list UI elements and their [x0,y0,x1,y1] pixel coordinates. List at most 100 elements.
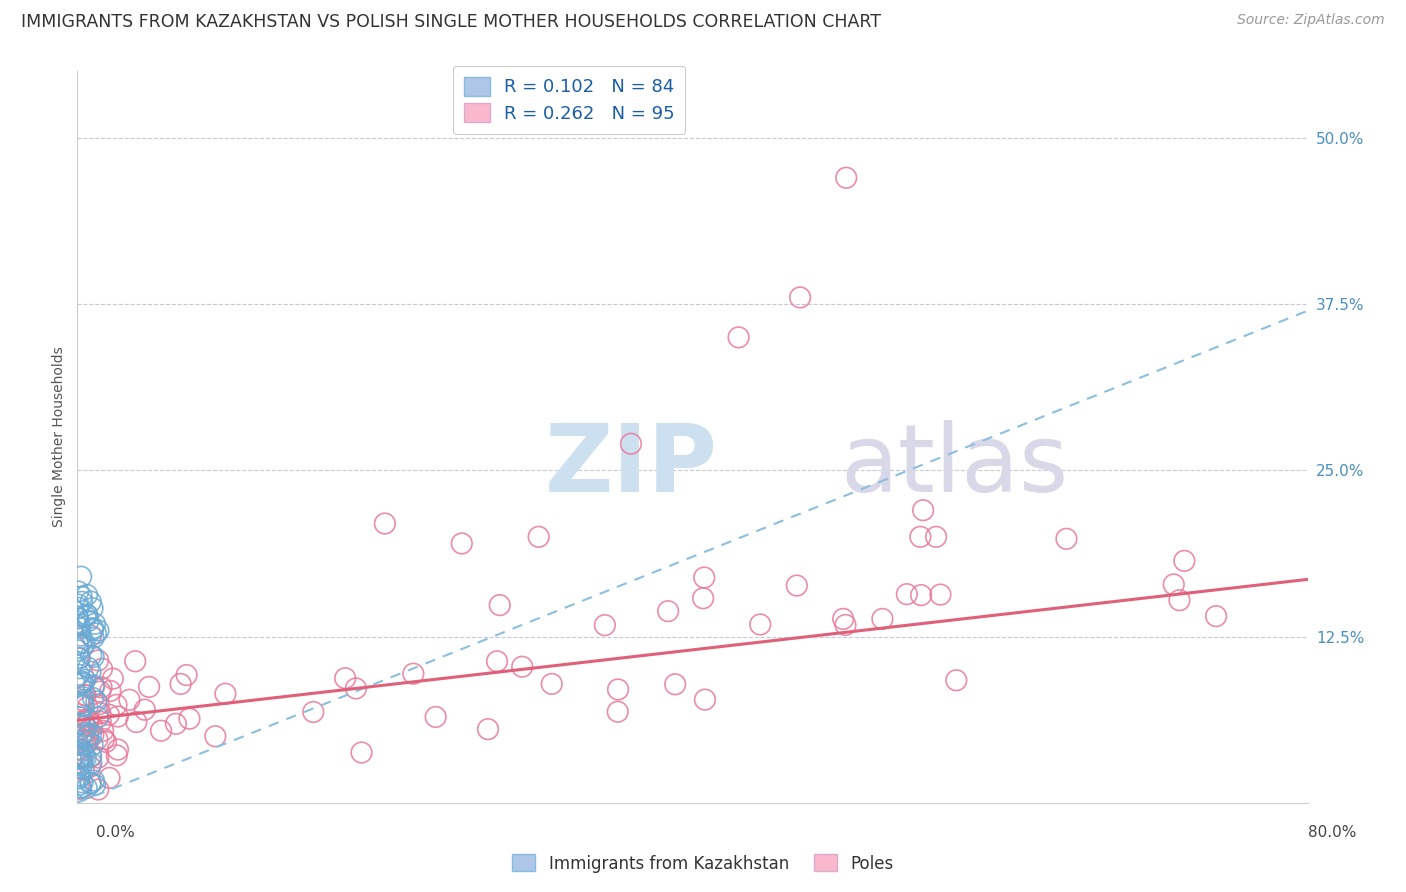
Point [75,673,97,687]
Point [425,710,447,724]
Point [90,681,112,695]
Point [620,436,643,450]
Point [302,705,325,719]
Point [80,749,103,764]
Point [1205,609,1227,624]
Point [69,780,91,795]
Point [832,612,855,626]
Point [657,604,679,618]
Point [70,674,93,689]
Point [540,677,562,691]
Text: 0.0%: 0.0% [96,825,135,840]
Point [83,679,105,693]
Point [692,591,714,606]
Point [67,600,90,615]
Point [105,748,128,763]
Point [125,714,148,729]
Point [66,609,89,624]
Point [70,629,93,643]
Point [67,651,90,665]
Point [75,688,97,702]
Point [72,756,94,771]
Point [75,719,97,733]
Point [138,680,160,694]
Point [69,696,91,710]
Point [80,594,103,608]
Point [134,703,156,717]
Point [82,728,104,742]
Point [82,738,104,752]
Point [335,671,357,685]
Point [82,601,104,615]
Point [402,666,425,681]
Point [67,756,90,770]
Point [124,654,146,668]
Point [73,714,96,728]
Point [67,772,90,786]
Point [69,716,91,731]
Point [73,699,96,714]
Point [80,629,103,643]
Text: IMMIGRANTS FROM KAZAKHSTAN VS POLISH SINGLE MOTHER HOUSEHOLDS CORRELATION CHART: IMMIGRANTS FROM KAZAKHSTAN VS POLISH SIN… [21,13,882,31]
Point [69,698,91,712]
Point [896,587,918,601]
Point [79,776,101,790]
Point [165,716,187,731]
Point [79,665,101,679]
Point [107,709,129,723]
Point [87,750,110,764]
Point [98,771,121,785]
Point [70,590,93,604]
Point [98,684,121,698]
Point [607,682,630,697]
Point [945,673,967,688]
Point [82,623,104,637]
Point [70,676,93,690]
Point [834,618,856,632]
Point [67,668,90,682]
Point [70,782,93,797]
Point [70,753,93,767]
Point [910,588,932,602]
Point [786,578,808,592]
Point [77,661,100,675]
Point [77,713,100,727]
Point [150,723,173,738]
Point [67,598,90,612]
Point [69,770,91,784]
Text: 80.0%: 80.0% [1309,825,1357,840]
Point [176,668,198,682]
Point [66,637,89,651]
Point [89,706,111,721]
Text: atlas: atlas [841,420,1069,512]
Point [72,775,94,789]
Point [72,698,94,713]
Legend: Immigrants from Kazakhstan, Poles: Immigrants from Kazakhstan, Poles [505,847,901,880]
Point [72,675,94,690]
Point [80,719,103,733]
Point [727,330,749,344]
Point [69,758,91,772]
Y-axis label: Single Mother Households: Single Mother Households [52,347,66,527]
Point [107,742,129,756]
Point [693,570,716,584]
Point [67,742,90,756]
Point [90,714,112,729]
Point [1173,554,1195,568]
Point [77,714,100,729]
Point [214,687,236,701]
Point [693,692,716,706]
Point [169,677,191,691]
Point [86,694,108,708]
Point [80,648,103,663]
Point [925,530,948,544]
Point [69,751,91,765]
Point [77,734,100,748]
Point [75,750,97,764]
Point [87,624,110,638]
Point [486,654,509,668]
Point [912,503,935,517]
Point [77,712,100,726]
Text: ZIP: ZIP [546,420,717,512]
Point [67,749,90,764]
